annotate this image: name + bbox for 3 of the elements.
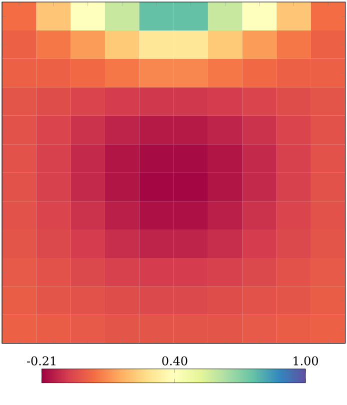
color-bar-label: -0.21 xyxy=(26,356,56,366)
color-bar-label: 1.00 xyxy=(294,356,318,366)
color-bar-label: 0.40 xyxy=(162,356,188,366)
